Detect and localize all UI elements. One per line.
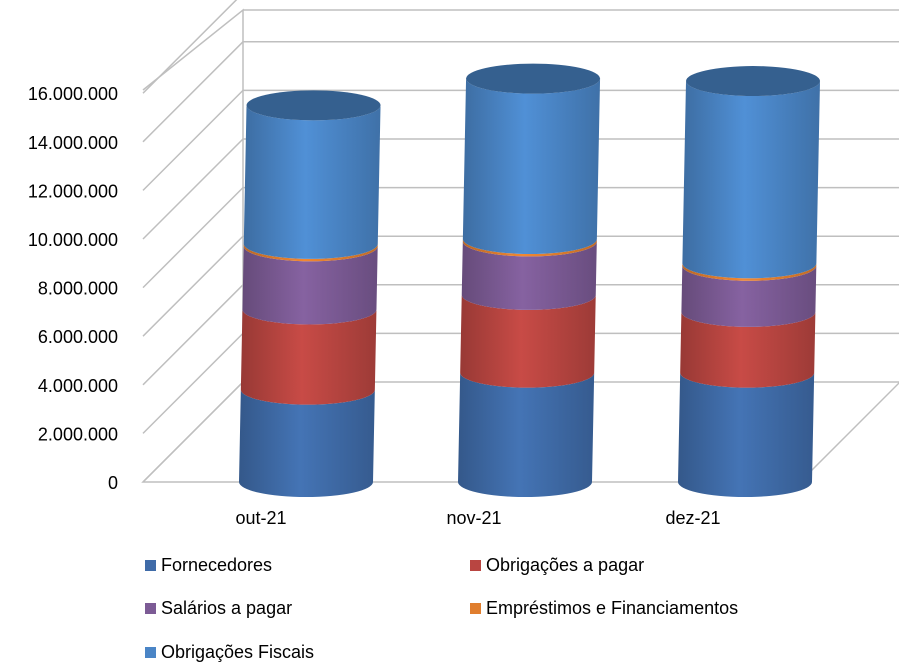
- bar-segment: [239, 389, 375, 497]
- bar-segment: [462, 78, 601, 255]
- y-tick-label: 4.000.000: [38, 376, 118, 396]
- y-tick-label: 16.000.000: [28, 84, 118, 104]
- x-axis: out-21 nov-21 dez-21: [235, 508, 720, 528]
- gridline: [142, 235, 899, 337]
- left-wall: [142, 8, 244, 483]
- legend-label: Fornecedores: [161, 555, 273, 575]
- legend-item: Empréstimos e Financiamentos: [470, 598, 738, 619]
- bar-segment: [242, 246, 378, 325]
- bar-stack-nov-21: [458, 63, 601, 497]
- bar-segment: [461, 241, 597, 310]
- y-tick-label: 10.000.000: [28, 230, 118, 250]
- bar-stack-dez-21: [678, 66, 821, 497]
- legend-label: Obrigações Fiscais: [161, 642, 315, 662]
- legend-item: Fornecedores: [145, 555, 272, 576]
- y-tick-label: 12.000.000: [28, 181, 118, 201]
- legend-item: Salários a pagar: [145, 598, 292, 619]
- bar-segment: [458, 372, 595, 497]
- legend-label: Salários a pagar: [161, 598, 293, 618]
- gridline: [142, 41, 899, 143]
- y-tick-label: 0: [108, 473, 118, 493]
- y-tick-label: 6.000.000: [38, 327, 118, 347]
- bar-top-cap: [686, 66, 821, 97]
- legend-swatch: [145, 603, 156, 614]
- legend-label: Empréstimos e Financiamentos: [486, 598, 739, 618]
- bar-segment: [681, 265, 817, 327]
- legend-label: Obrigações a pagar: [486, 555, 645, 575]
- y-axis: 0 2.000.000 4.000.000 6.000.000 8.000.000 10.…: [28, 84, 118, 493]
- y-tick-label: 2.000.000: [38, 424, 118, 444]
- bar-segment: [240, 309, 377, 405]
- bar-segment: [460, 294, 596, 388]
- x-tick-label: dez-21: [665, 508, 720, 528]
- bar-segment: [243, 243, 378, 262]
- y-tick-label: 14.000.000: [28, 133, 118, 153]
- bar-segment: [680, 311, 816, 388]
- x-tick-label: out-21: [235, 508, 286, 528]
- gridline: [142, 0, 238, 94]
- gridline: [142, 186, 899, 289]
- bar-segment: [462, 239, 597, 257]
- bar-segment: [682, 81, 821, 279]
- gridline: [142, 138, 899, 240]
- gridline: [142, 89, 899, 191]
- bar-top-cap: [466, 63, 601, 94]
- legend-swatch: [470, 560, 481, 571]
- bar-segment: [682, 263, 817, 281]
- legend-swatch: [470, 603, 481, 614]
- bar-stack-out-21: [239, 90, 381, 497]
- legend-item: Obrigações Fiscais: [145, 642, 314, 663]
- bars: [239, 63, 821, 497]
- bar-segment: [243, 105, 381, 259]
- legend-swatch: [145, 647, 156, 658]
- y-tick-label: 8.000.000: [38, 279, 118, 299]
- legend-item: Obrigações a pagar: [470, 555, 644, 576]
- gridlines: [142, 0, 899, 434]
- legend-swatch: [145, 560, 156, 571]
- x-tick-label: nov-21: [446, 508, 501, 528]
- bar-top-cap: [246, 90, 381, 121]
- back-wall: [243, 9, 899, 11]
- bar-segment: [678, 372, 815, 497]
